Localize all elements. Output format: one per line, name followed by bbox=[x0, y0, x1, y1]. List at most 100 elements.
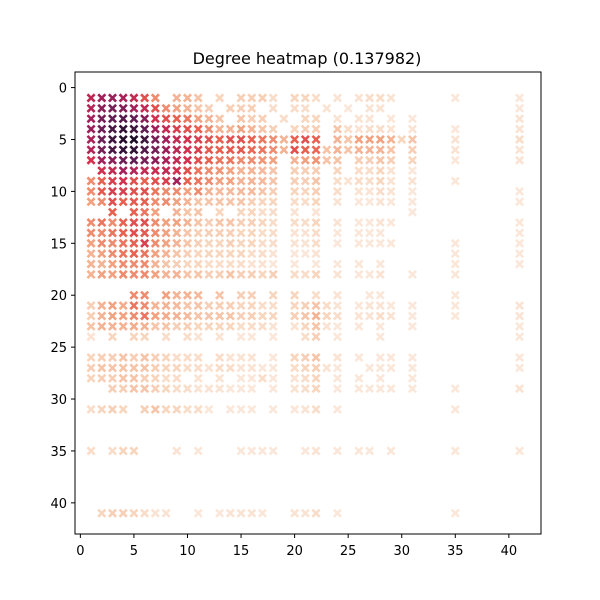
y-tick-label: 0 bbox=[59, 82, 67, 97]
heatmap-cell-marker bbox=[172, 124, 182, 134]
heatmap-cell-marker bbox=[161, 166, 171, 176]
heatmap-cell-marker bbox=[236, 93, 246, 103]
heatmap-cell-marker bbox=[290, 373, 300, 383]
heatmap-cell-marker bbox=[140, 103, 150, 113]
heatmap-cell-marker bbox=[140, 176, 150, 186]
plot-frame bbox=[74, 71, 542, 535]
y-axis: 0 5 10 15 20 25 30 35 40 bbox=[50, 82, 75, 512]
heatmap-cell-marker bbox=[193, 508, 203, 518]
heatmap-cell-marker bbox=[215, 145, 225, 155]
heatmap-cell-marker bbox=[161, 352, 171, 363]
heatmap-cell-marker bbox=[150, 404, 160, 414]
heatmap-cell-marker bbox=[129, 145, 139, 155]
heatmap-cell-marker bbox=[257, 155, 267, 165]
heatmap-cell-marker bbox=[257, 228, 267, 238]
heatmap-cell-marker bbox=[204, 259, 214, 269]
heatmap-cell-marker bbox=[193, 373, 203, 383]
heatmap-cell-marker bbox=[118, 301, 128, 311]
heatmap-cell-marker bbox=[86, 321, 96, 331]
heatmap-cell-marker bbox=[225, 228, 235, 238]
heatmap-cell-marker bbox=[236, 259, 246, 269]
heatmap-cell-marker bbox=[311, 446, 321, 456]
heatmap-cell-marker bbox=[172, 218, 182, 228]
heatmap-cell-marker bbox=[182, 197, 193, 207]
heatmap-cell-marker bbox=[161, 321, 171, 331]
heatmap-cell-marker bbox=[290, 93, 300, 103]
heatmap-cell-marker bbox=[97, 145, 107, 155]
heatmap-cell-marker bbox=[386, 124, 396, 134]
heatmap-cell-marker bbox=[332, 332, 342, 342]
heatmap-cell-marker bbox=[375, 352, 385, 363]
heatmap-cell-marker bbox=[97, 218, 107, 228]
heatmap-cell-marker bbox=[300, 238, 310, 248]
heatmap-cell-marker bbox=[215, 259, 225, 269]
heatmap-cell-marker bbox=[515, 197, 525, 207]
heatmap-cell-marker bbox=[268, 155, 278, 165]
heatmap-cell-marker bbox=[129, 218, 139, 228]
heatmap-cell-marker bbox=[290, 249, 300, 259]
heatmap-cell-marker bbox=[365, 197, 375, 207]
heatmap-cell-marker bbox=[354, 373, 364, 383]
heatmap-cell-marker bbox=[129, 93, 139, 103]
heatmap-cell-marker bbox=[247, 311, 257, 321]
heatmap-cell-marker bbox=[386, 134, 396, 145]
heatmap-cell-marker bbox=[257, 259, 267, 269]
heatmap-cell-marker bbox=[268, 176, 278, 186]
heatmap-cell-marker bbox=[97, 352, 107, 363]
heatmap-cell-marker bbox=[215, 124, 225, 134]
heatmap-cell-marker bbox=[332, 259, 342, 269]
heatmap-cell-marker bbox=[386, 301, 396, 311]
heatmap-cell-marker bbox=[268, 145, 278, 155]
heatmap-cell-marker bbox=[236, 145, 246, 155]
heatmap-cell-marker bbox=[172, 373, 182, 383]
heatmap-cell-marker bbox=[129, 269, 139, 279]
heatmap-cell-marker bbox=[247, 207, 257, 217]
heatmap-cell-marker bbox=[204, 103, 214, 113]
heatmap-cell-marker bbox=[150, 249, 160, 259]
heatmap-cell-marker bbox=[182, 249, 193, 259]
y-tick-label: 35 bbox=[50, 445, 67, 460]
heatmap-cell-marker bbox=[182, 363, 193, 373]
heatmap-cell-marker bbox=[204, 404, 214, 414]
heatmap-cell-marker bbox=[322, 155, 332, 165]
heatmap-cell-marker bbox=[182, 321, 193, 331]
heatmap-cell-marker bbox=[450, 290, 460, 300]
heatmap-cell-marker bbox=[225, 363, 235, 373]
heatmap-cell-marker bbox=[365, 176, 375, 186]
heatmap-cell-marker bbox=[129, 166, 139, 176]
heatmap-cell-marker bbox=[407, 311, 417, 321]
heatmap-cell-marker bbox=[182, 259, 193, 269]
heatmap-cell-marker bbox=[161, 197, 171, 207]
heatmap-cell-marker bbox=[257, 363, 267, 373]
heatmap-cell-marker bbox=[375, 269, 385, 279]
heatmap-cell-marker bbox=[268, 363, 278, 373]
heatmap-cell-marker bbox=[204, 145, 214, 155]
heatmap-cell-marker bbox=[257, 207, 267, 217]
heatmap-cell-marker bbox=[236, 207, 246, 217]
heatmap-cell-marker bbox=[225, 321, 235, 331]
heatmap-cell-marker bbox=[107, 332, 118, 342]
heatmap-cell-marker bbox=[257, 114, 267, 124]
heatmap-cell-marker bbox=[236, 269, 246, 279]
heatmap-cell-marker bbox=[140, 186, 150, 196]
heatmap-cell-marker bbox=[140, 352, 150, 363]
heatmap-cell-marker bbox=[140, 301, 150, 311]
heatmap-cell-marker bbox=[193, 176, 203, 186]
heatmap-cell-marker bbox=[86, 269, 96, 279]
heatmap-cell-marker bbox=[365, 155, 375, 165]
heatmap-cell-marker bbox=[107, 269, 118, 279]
heatmap-cell-marker bbox=[86, 155, 96, 165]
heatmap-cell-marker bbox=[247, 238, 257, 248]
heatmap-cell-marker bbox=[268, 384, 278, 394]
heatmap-cell-marker bbox=[354, 384, 364, 394]
heatmap-cell-marker bbox=[97, 124, 107, 134]
heatmap-cell-marker bbox=[86, 238, 96, 248]
heatmap-cell-marker bbox=[129, 186, 139, 196]
heatmap-cell-marker bbox=[268, 186, 278, 196]
heatmap-cell-marker bbox=[172, 290, 182, 300]
heatmap-cell-marker bbox=[515, 124, 525, 134]
heatmap-cell-marker bbox=[515, 384, 525, 394]
heatmap-cell-marker bbox=[236, 373, 246, 383]
heatmap-cell-marker bbox=[225, 155, 235, 165]
heatmap-cell-marker bbox=[407, 114, 417, 124]
